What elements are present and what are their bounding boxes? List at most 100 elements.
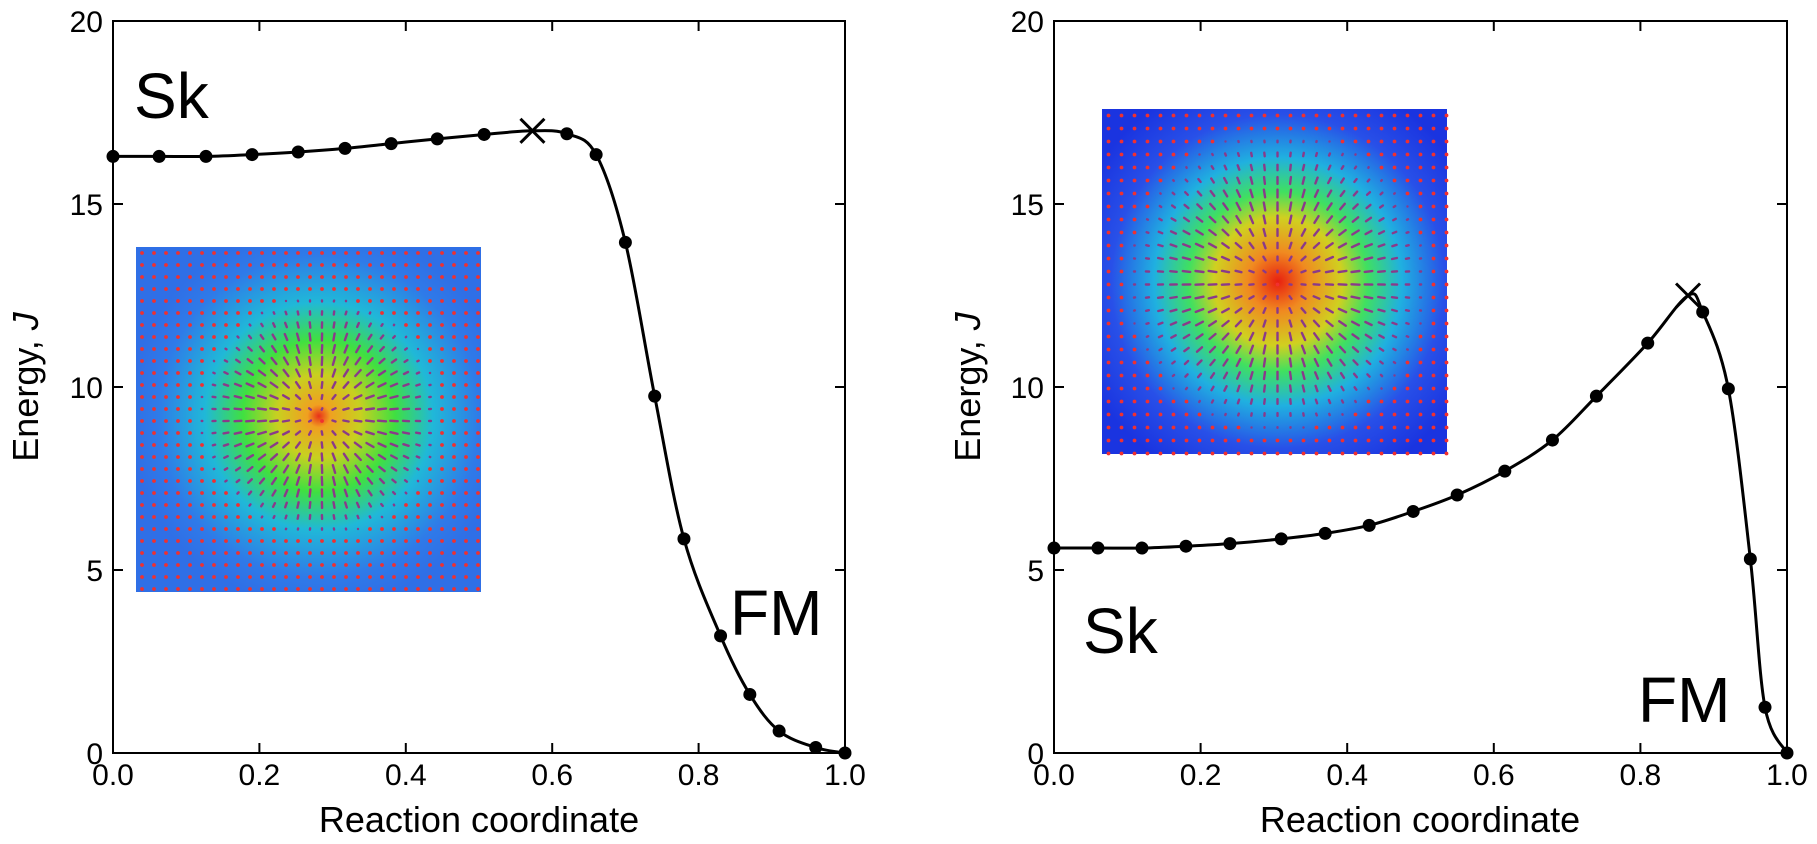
spin-dot <box>260 539 264 543</box>
spin-arrow <box>1405 243 1410 248</box>
data-point <box>1721 382 1735 396</box>
spin-arrow <box>295 488 301 498</box>
spin-dot <box>392 251 396 255</box>
data-point <box>1179 539 1193 553</box>
spin-arrow <box>1301 398 1306 405</box>
spin-arrow <box>223 371 229 375</box>
spin-arrow <box>1262 331 1267 342</box>
spin-arrow <box>269 441 279 449</box>
spin-dot <box>404 311 408 315</box>
spin-arrow <box>1222 371 1229 380</box>
spin-arrow <box>1324 307 1335 314</box>
spin-arrow <box>1301 151 1306 158</box>
spin-dot <box>1119 386 1124 391</box>
spin-dot <box>440 539 444 543</box>
spin-dot <box>320 587 324 591</box>
spin-dot <box>476 479 480 483</box>
spin-arrow <box>295 368 301 378</box>
spin-dot <box>428 515 432 519</box>
spin-dot <box>1418 347 1423 352</box>
spin-dot <box>152 299 156 303</box>
spin-arrow <box>367 502 373 508</box>
spin-arrow <box>270 345 278 353</box>
data-point <box>1091 541 1105 555</box>
spin-arrow <box>1391 243 1398 248</box>
spin-dot <box>224 539 228 543</box>
spin-arrow <box>1221 215 1230 224</box>
spin-arrow <box>1353 386 1358 391</box>
spin-dot <box>188 323 192 327</box>
spin-arrow <box>377 369 387 377</box>
spin-dot <box>140 455 144 459</box>
spin-arrow <box>1313 371 1320 380</box>
inset-spin-grid <box>140 251 480 591</box>
spin-dot <box>1418 113 1423 118</box>
spin-dot <box>224 515 228 519</box>
spin-arrow <box>343 344 349 354</box>
spin-dot <box>296 587 300 591</box>
y-tick-label: 5 <box>86 555 103 588</box>
spin-dot <box>1106 451 1111 456</box>
spin-arrow <box>378 465 386 473</box>
spin-arrow <box>1181 295 1192 300</box>
spin-dot <box>476 347 480 351</box>
spin-arrow <box>1325 242 1334 249</box>
spin-dot <box>152 587 156 591</box>
spin-arrow <box>307 407 313 411</box>
spin-arrow <box>245 382 255 388</box>
spin-dot <box>164 299 168 303</box>
spin-arrow <box>354 368 362 378</box>
spin-dot <box>1132 165 1137 170</box>
spin-arrow <box>331 419 337 423</box>
spin-arrow <box>1236 151 1241 158</box>
spin-dot <box>1314 126 1319 131</box>
spin-dot <box>1197 412 1202 417</box>
spin-dot <box>476 431 480 435</box>
spin-dot <box>308 587 312 591</box>
spin-arrow <box>1194 307 1205 314</box>
spin-dot <box>1119 113 1124 118</box>
spin-dot <box>1132 113 1137 118</box>
spin-arrow <box>1195 216 1204 223</box>
axis-ticks: 0.0 0.2 0.4 0.6 0.8 1.0 0 5 10 15 20 <box>70 6 866 792</box>
spin-dot <box>284 275 288 279</box>
spin-arrow <box>1379 373 1384 378</box>
spin-dot <box>1119 425 1124 430</box>
spin-dot <box>1418 425 1423 430</box>
spin-dot <box>392 575 396 579</box>
spin-arrow <box>353 441 363 449</box>
spin-dot <box>440 467 444 471</box>
spin-dot <box>1106 191 1111 196</box>
spin-arrow <box>1248 241 1255 250</box>
spin-dot <box>476 551 480 555</box>
spin-arrow <box>244 407 256 411</box>
spin-arrow <box>284 514 288 520</box>
spin-arrow <box>307 393 313 401</box>
spin-arrow <box>1221 319 1230 328</box>
spin-dot <box>1366 438 1371 443</box>
spin-dot <box>1444 230 1449 235</box>
spin-arrow <box>1326 371 1333 380</box>
spin-arrow <box>257 430 267 436</box>
spin-dot <box>1119 308 1124 313</box>
spin-arrow <box>1350 242 1361 249</box>
spin-dot <box>188 383 192 387</box>
spin-arrow <box>294 430 302 436</box>
spin-arrow <box>1194 320 1205 327</box>
data-point <box>1589 389 1603 403</box>
spin-dot <box>248 251 252 255</box>
spin-dot <box>200 491 204 495</box>
spin-dot <box>452 503 456 507</box>
spin-dot <box>440 563 444 567</box>
spin-dot <box>344 263 348 267</box>
y-tick-label: 10 <box>70 372 103 405</box>
x-tick-label: 0.8 <box>1620 759 1662 792</box>
spin-dot <box>1444 282 1449 287</box>
spin-dot <box>1444 373 1449 378</box>
spin-dot <box>236 287 240 291</box>
spin-arrow <box>1184 386 1189 391</box>
spin-dot <box>260 575 264 579</box>
spin-dot <box>1145 165 1150 170</box>
spin-arrow <box>283 476 289 486</box>
spin-dot <box>440 419 444 423</box>
